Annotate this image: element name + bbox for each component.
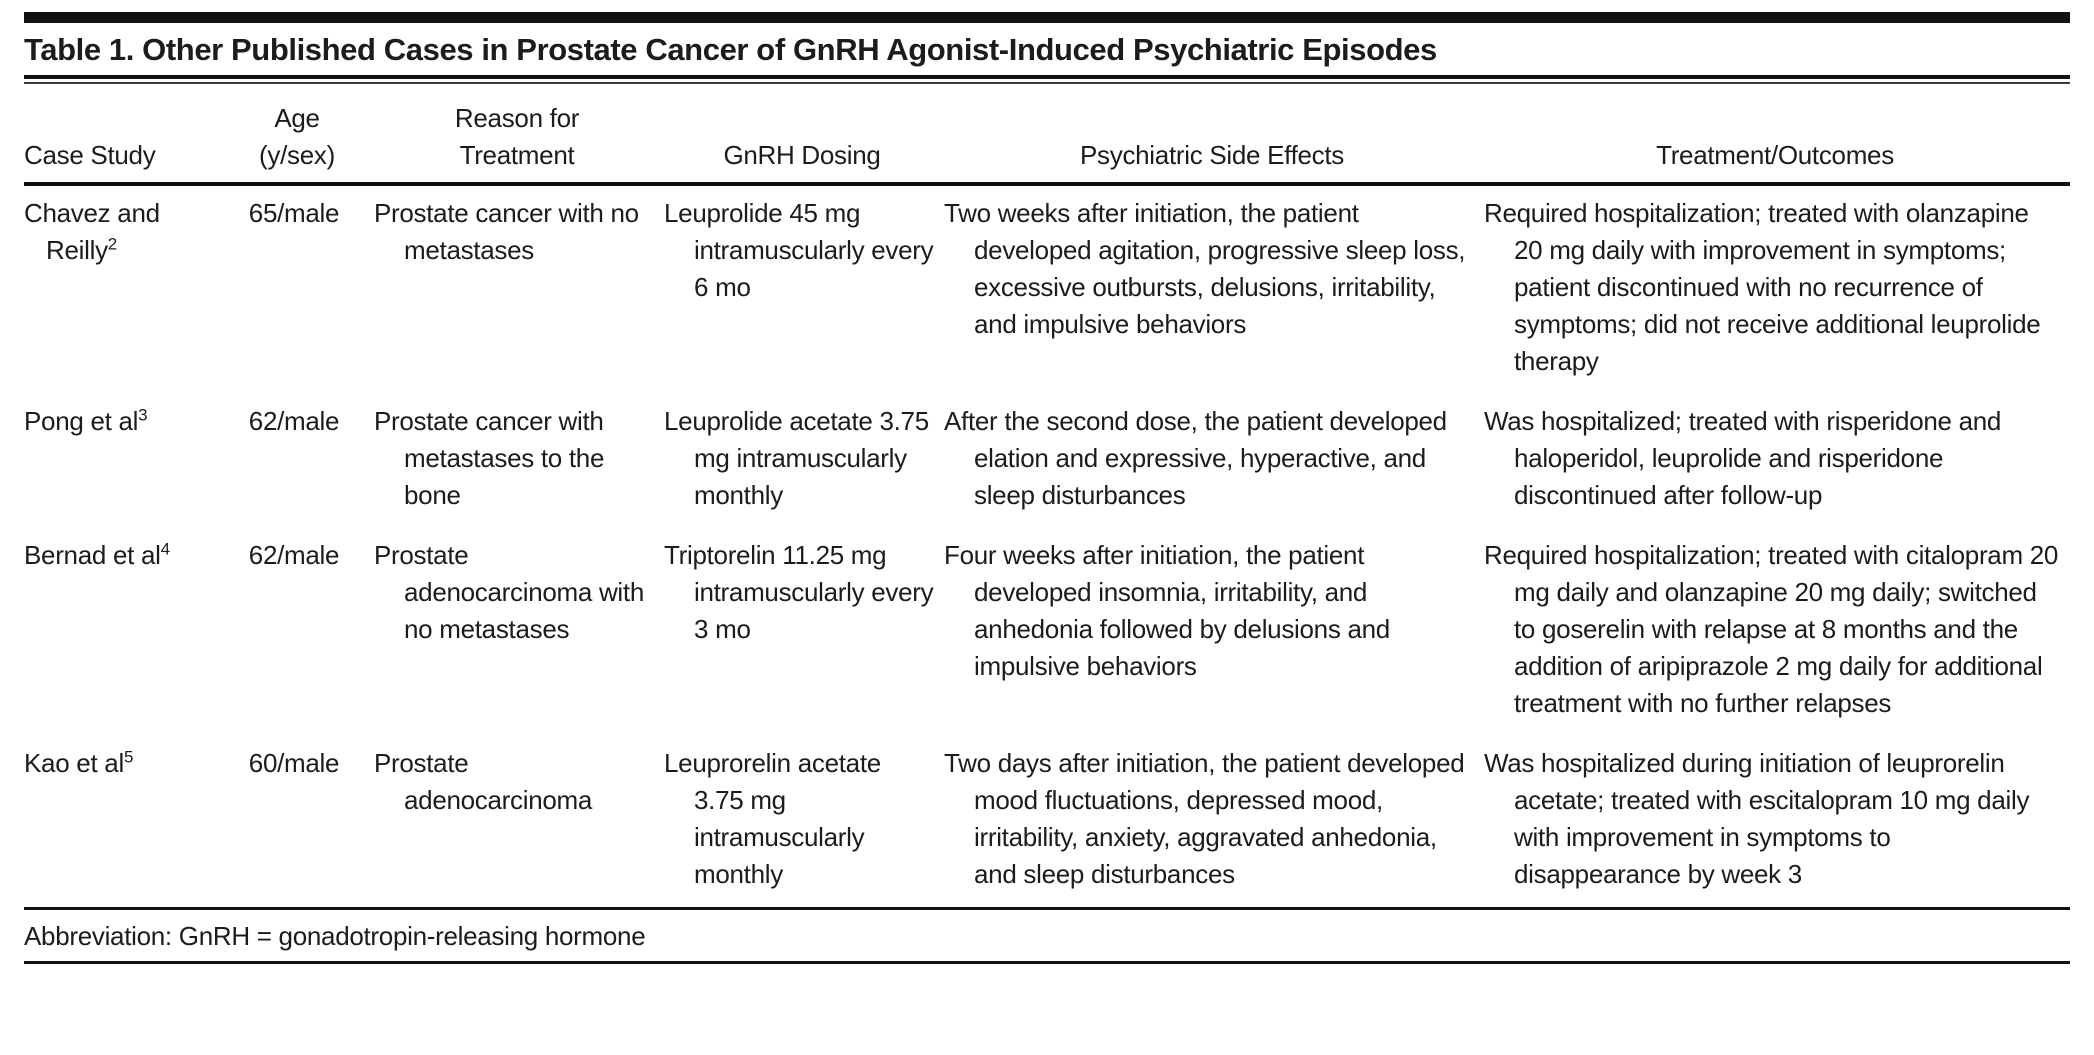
cell-gnrh-dosing: Leuprolide 45 mg intramuscularly every 6… bbox=[664, 198, 934, 302]
cell-reason: Prostate adenocarcinoma bbox=[374, 748, 593, 815]
cell-outcomes: Required hospitalization; treated with c… bbox=[1484, 540, 2059, 718]
cell-case-study: Bernad et al4 bbox=[24, 539, 171, 570]
cell-age-sex: 62/male bbox=[248, 406, 340, 436]
reference-superscript: 4 bbox=[160, 539, 171, 559]
cell-side-effects: Four weeks after initiation, the patient… bbox=[944, 540, 1390, 681]
cell-gnrh-dosing: Leuprorelin acetate 3.75 mg intramuscula… bbox=[664, 748, 881, 889]
cell-gnrh-dosing: Leuprolide acetate 3.75 mg intramuscular… bbox=[664, 406, 929, 510]
cell-reason: Prostate cancer with metastases to the b… bbox=[374, 406, 605, 510]
table-header-row: Case Study Age (y/sex) Reason for Treatm… bbox=[24, 84, 2070, 186]
reference-superscript: 3 bbox=[138, 405, 148, 425]
top-rule-bar bbox=[24, 12, 2070, 23]
footnote-top-rule bbox=[24, 907, 2070, 910]
column-header-side-effects: Psychiatric Side Effects bbox=[944, 84, 1484, 186]
table-figure: Table 1. Other Published Cases in Prosta… bbox=[24, 12, 2070, 964]
table-row: Chavez and Reilly2 65/male Prostate canc… bbox=[24, 184, 2070, 394]
cell-side-effects: Two days after initiation, the patient d… bbox=[944, 748, 1465, 889]
cell-reason: Prostate adenocarcinoma with no metastas… bbox=[374, 540, 644, 644]
cell-reason: Prostate cancer with no metastases bbox=[374, 198, 639, 265]
cell-outcomes: Required hospitalization; treated with o… bbox=[1484, 198, 2041, 376]
table-title: Table 1. Other Published Cases in Prosta… bbox=[24, 32, 1437, 67]
cell-side-effects: Two weeks after initiation, the patient … bbox=[944, 198, 1466, 339]
column-header-outcomes: Treatment/Outcomes bbox=[1484, 84, 2070, 186]
cell-case-study: Pong et al3 bbox=[24, 405, 148, 436]
cell-outcomes: Was hospitalized; treated with risperido… bbox=[1484, 406, 2002, 510]
cell-age-sex: 60/male bbox=[248, 748, 340, 778]
cell-case-study: Chavez and Reilly2 bbox=[24, 198, 160, 265]
table-row: Bernad et al4 62/male Prostate adenocarc… bbox=[24, 528, 2070, 736]
cell-gnrh-dosing: Triptorelin 11.25 mg intramuscularly eve… bbox=[664, 540, 934, 644]
cell-outcomes: Was hospitalized during initiation of le… bbox=[1484, 748, 2030, 889]
reference-superscript: 5 bbox=[123, 747, 134, 767]
abbreviation-footnote: Abbreviation: GnRH = gonadotropin-releas… bbox=[24, 921, 646, 951]
table-row: Pong et al3 62/male Prostate cancer with… bbox=[24, 394, 2070, 528]
cell-age-sex: 62/male bbox=[248, 540, 340, 570]
title-divider-rule bbox=[24, 75, 2070, 84]
table-bottom-rule bbox=[24, 961, 2070, 964]
column-header-age-sex: Age (y/sex) bbox=[224, 84, 374, 186]
cell-side-effects: After the second dose, the patient devel… bbox=[944, 406, 1447, 510]
cell-age-sex: 65/male bbox=[248, 198, 340, 228]
table-row: Kao et al5 60/male Prostate adenocarcino… bbox=[24, 736, 2070, 907]
reference-superscript: 2 bbox=[107, 234, 118, 254]
column-header-gnrh-dosing: GnRH Dosing bbox=[664, 84, 944, 186]
cases-table: Case Study Age (y/sex) Reason for Treatm… bbox=[24, 84, 2070, 907]
column-header-case-study: Case Study bbox=[24, 84, 224, 186]
column-header-reason: Reason for Treatment bbox=[374, 84, 664, 186]
cell-case-study: Kao et al5 bbox=[24, 747, 134, 778]
